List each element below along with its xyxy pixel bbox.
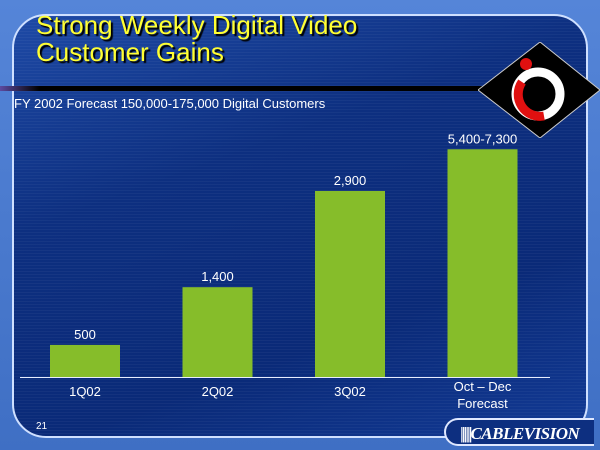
slide-title: Strong Weekly Digital Video Customer Gai…	[36, 12, 357, 66]
x-tick-label: 3Q02	[334, 384, 366, 399]
data-label: 1,400	[201, 269, 234, 284]
cablevision-logo: ||||||CABLEVISION	[444, 418, 594, 446]
brand-name: CABLEVISION	[470, 424, 580, 443]
title-line-1: Strong Weekly Digital Video	[36, 10, 358, 40]
title-line-2: Customer Gains	[36, 37, 224, 67]
bar-1	[182, 287, 253, 377]
x-tick-label: 1Q02	[69, 384, 101, 399]
io-logo-icon	[478, 42, 600, 138]
bar-0	[50, 344, 120, 377]
chart-subtitle: FY 2002 Forecast 150,000-175,000 Digital…	[14, 96, 326, 111]
x-tick-label: Forecast	[457, 396, 508, 411]
page-number: 21	[36, 421, 48, 432]
x-tick-label: Oct – Dec	[454, 379, 512, 394]
bar-3	[447, 149, 518, 377]
data-label: 2,900	[334, 173, 367, 188]
data-label: 500	[74, 327, 96, 342]
bar-2	[315, 190, 385, 377]
data-label: 5,400-7,300	[448, 131, 517, 146]
x-tick-label: 2Q02	[202, 384, 234, 399]
title-divider	[0, 86, 490, 91]
